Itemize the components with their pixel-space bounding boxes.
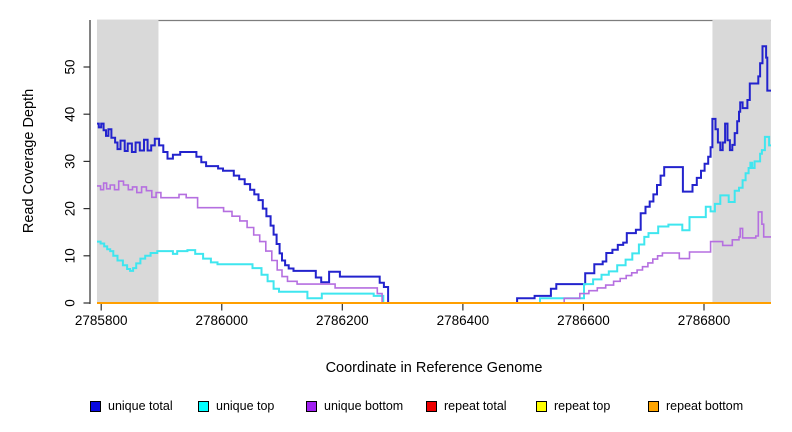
legend-label: repeat total [444, 399, 507, 413]
y-tick-label: 30 [63, 154, 78, 169]
y-tick-label: 0 [63, 299, 78, 307]
legend-item-repeat-bottom: repeat bottom [648, 398, 743, 414]
legend-swatch-repeat-top [536, 400, 547, 412]
right-gray-band [712, 19, 771, 304]
series-line-unique-top [97, 135, 771, 304]
y-tick-label: 10 [63, 248, 78, 263]
legend-swatch-unique-total [90, 400, 101, 412]
series-line-unique-bottom [97, 180, 771, 304]
legend: unique total unique top unique bottom repea… [0, 398, 792, 420]
legend-item-repeat-total: repeat total [426, 398, 507, 414]
legend-label: unique top [216, 399, 275, 413]
legend-label: unique bottom [324, 399, 404, 413]
x-axis-title: Coordinate in Reference Genome [325, 360, 543, 376]
legend-item-unique-bottom: unique bottom [306, 398, 403, 414]
legend-item-repeat-top: repeat top [536, 398, 610, 414]
y-axis-title: Read Coverage Depth [21, 88, 37, 234]
y-tick-label: 40 [63, 107, 78, 122]
series-line-unique-total [97, 45, 771, 304]
legend-item-unique-top: unique top [198, 398, 274, 414]
x-tick-label: 2786400 [437, 313, 490, 328]
legend-swatch-repeat-bottom [648, 400, 659, 412]
legend-label: repeat top [554, 399, 611, 413]
x-tick-label: 2786200 [316, 313, 369, 328]
y-tick-label: 50 [63, 59, 78, 74]
x-tick-label: 2786000 [195, 313, 248, 328]
left-gray-band [96, 19, 159, 304]
x-tick-label: 2785800 [75, 313, 128, 328]
y-tick-label: 20 [63, 201, 78, 216]
x-tick-label: 2786600 [557, 313, 610, 328]
x-tick-label: 2786800 [678, 313, 731, 328]
legend-swatch-unique-bottom [306, 400, 317, 412]
legend-swatch-repeat-total [426, 400, 437, 412]
legend-label: unique total [108, 399, 173, 413]
legend-label: repeat bottom [666, 399, 744, 413]
legend-item-unique-total: unique total [90, 398, 173, 414]
legend-swatch-unique-top [198, 400, 209, 412]
